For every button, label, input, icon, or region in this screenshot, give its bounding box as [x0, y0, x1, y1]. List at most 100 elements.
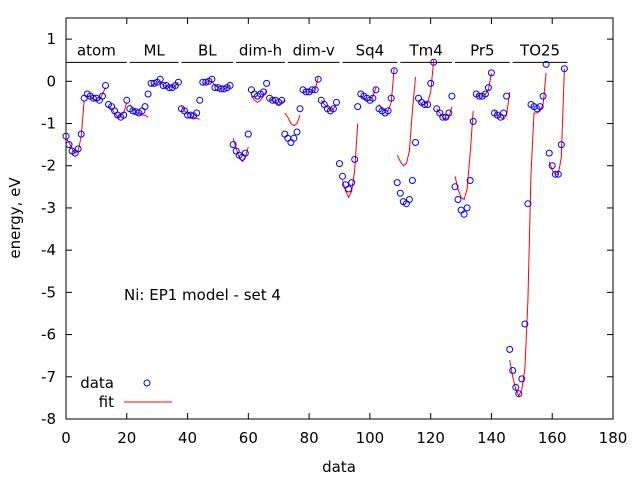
data-point	[156, 75, 164, 83]
data-point	[287, 139, 295, 146]
data-point	[439, 113, 447, 121]
segment-labels: atom ML BL dim-h dim-v Sq4 Tm4 Pr5 TO25	[66, 41, 568, 63]
data-point	[193, 109, 201, 117]
data-point	[421, 101, 429, 108]
data-point	[515, 390, 523, 398]
x-tick-label: 140	[477, 429, 506, 447]
segment-label: Pr5	[470, 41, 495, 59]
data-point	[284, 134, 292, 142]
data-point	[521, 320, 529, 328]
data-point	[354, 103, 362, 111]
data-point	[187, 111, 195, 119]
fit-line	[232, 138, 249, 163]
data-point	[226, 82, 234, 89]
segment-label: Tm4	[408, 41, 442, 59]
data-point	[427, 79, 435, 87]
data-point	[542, 60, 550, 68]
data-point	[451, 183, 459, 191]
data-point	[484, 84, 492, 92]
segment-label: dim-h	[239, 41, 282, 59]
data-point	[141, 103, 149, 111]
y-tick-label: -3	[41, 199, 56, 217]
fit-line	[65, 100, 85, 154]
data-point	[518, 375, 526, 383]
x-axis-label: data	[322, 458, 356, 476]
data-point	[500, 109, 508, 117]
legend-data-marker	[143, 379, 151, 387]
y-tick-label: -1	[41, 115, 56, 133]
data-series	[62, 58, 568, 398]
data-point	[415, 94, 422, 102]
data-point	[74, 145, 82, 153]
plot-frame	[65, 17, 614, 420]
data-point	[372, 86, 380, 94]
data-point	[241, 149, 249, 157]
x-tick-label: 160	[538, 429, 567, 447]
data-point	[548, 162, 556, 170]
data-point	[99, 92, 106, 100]
y-tick-label: -8	[41, 410, 56, 428]
data-point	[196, 96, 204, 104]
legend-fit-label: fit	[99, 393, 114, 411]
data-point	[506, 345, 514, 353]
data-point	[293, 128, 301, 136]
x-tick-label: 40	[178, 429, 197, 447]
data-point	[329, 105, 337, 113]
data-point	[351, 155, 359, 163]
data-point	[302, 88, 310, 96]
fit-line	[284, 112, 301, 127]
fit-line	[509, 72, 547, 397]
y-tick-label: 0	[46, 72, 56, 90]
data-point	[551, 170, 559, 178]
segment-label: TO25	[519, 41, 560, 59]
data-point	[545, 149, 553, 157]
data-point	[77, 130, 85, 138]
x-tick-label: 120	[416, 429, 445, 447]
data-point	[369, 94, 377, 102]
data-point	[481, 90, 489, 98]
x-tick-label: 100	[356, 429, 385, 447]
y-tick-label: -4	[41, 241, 56, 259]
axis-ticks: 0 20 40 60 80 100 120 140 160 180 1 0 -1 -2 -3 -4 -5 -6 -7…	[41, 18, 627, 447]
data-point	[102, 82, 109, 89]
data-point	[460, 210, 468, 218]
data-point	[524, 200, 532, 208]
data-point	[557, 141, 565, 149]
data-point	[174, 78, 182, 86]
data-point	[396, 189, 404, 197]
fit-line	[378, 68, 395, 112]
x-tick-label: 60	[239, 429, 258, 447]
fit-line	[360, 87, 377, 101]
data-point	[466, 177, 474, 184]
data-point	[308, 86, 316, 94]
data-point	[387, 94, 395, 102]
fit-line	[202, 80, 231, 90]
data-point	[503, 92, 511, 100]
data-point	[536, 103, 544, 111]
data-point	[120, 111, 128, 119]
data-point	[278, 96, 286, 104]
data-point	[457, 206, 465, 214]
data-point	[208, 75, 216, 83]
data-point	[487, 69, 495, 77]
data-point	[539, 92, 547, 100]
data-point	[263, 79, 271, 87]
data-point	[281, 130, 289, 138]
segment-label: dim-v	[293, 41, 335, 59]
data-point	[165, 84, 173, 92]
data-point	[129, 107, 137, 115]
data-point	[333, 98, 340, 106]
data-point	[560, 65, 568, 73]
data-point	[339, 172, 346, 180]
data-point	[229, 141, 237, 149]
chart-annotation: Ni: EP1 model - set 4	[124, 286, 281, 304]
data-point	[247, 86, 255, 94]
data-point	[220, 85, 228, 93]
data-point	[405, 196, 413, 203]
y-tick-label: -7	[41, 368, 56, 386]
y-tick-label: -6	[41, 326, 56, 344]
fit-line	[548, 68, 565, 175]
data-point	[554, 170, 562, 178]
data-point	[509, 367, 517, 374]
